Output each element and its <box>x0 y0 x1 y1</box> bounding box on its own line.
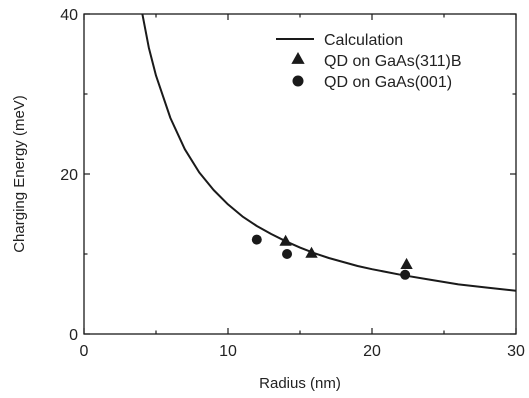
legend: Calculation QD on GaAs(311)B QD on GaAs(00… <box>276 32 462 91</box>
y-tick-label: 20 <box>60 167 78 184</box>
x-tick-label: 10 <box>219 343 237 360</box>
series <box>141 14 516 292</box>
x-tick-label: 30 <box>507 343 525 360</box>
circle-point <box>400 269 411 280</box>
legend-label: QD on GaAs(311)B <box>324 53 462 70</box>
y-axis-title: Charging Energy (meV) <box>11 95 28 253</box>
y-tick-label: 40 <box>60 7 78 24</box>
legend-circle-swatch <box>292 75 304 87</box>
circle-point <box>251 234 262 245</box>
triangle-point <box>305 246 318 258</box>
legend-triangle-swatch <box>291 52 305 64</box>
x-axis-title: Radius (nm) <box>259 375 341 392</box>
triangle-point <box>279 234 292 246</box>
legend-label: Calculation <box>324 32 403 49</box>
x-tick-label: 0 <box>80 343 89 360</box>
ticks: 0 10 20 30 0 20 40 <box>60 7 525 360</box>
triangle-point <box>400 257 413 269</box>
x-tick-label: 20 <box>363 343 381 360</box>
y-tick-label: 0 <box>69 327 78 344</box>
circle-point <box>282 249 293 259</box>
legend-label: QD on GaAs(001) <box>324 74 452 91</box>
